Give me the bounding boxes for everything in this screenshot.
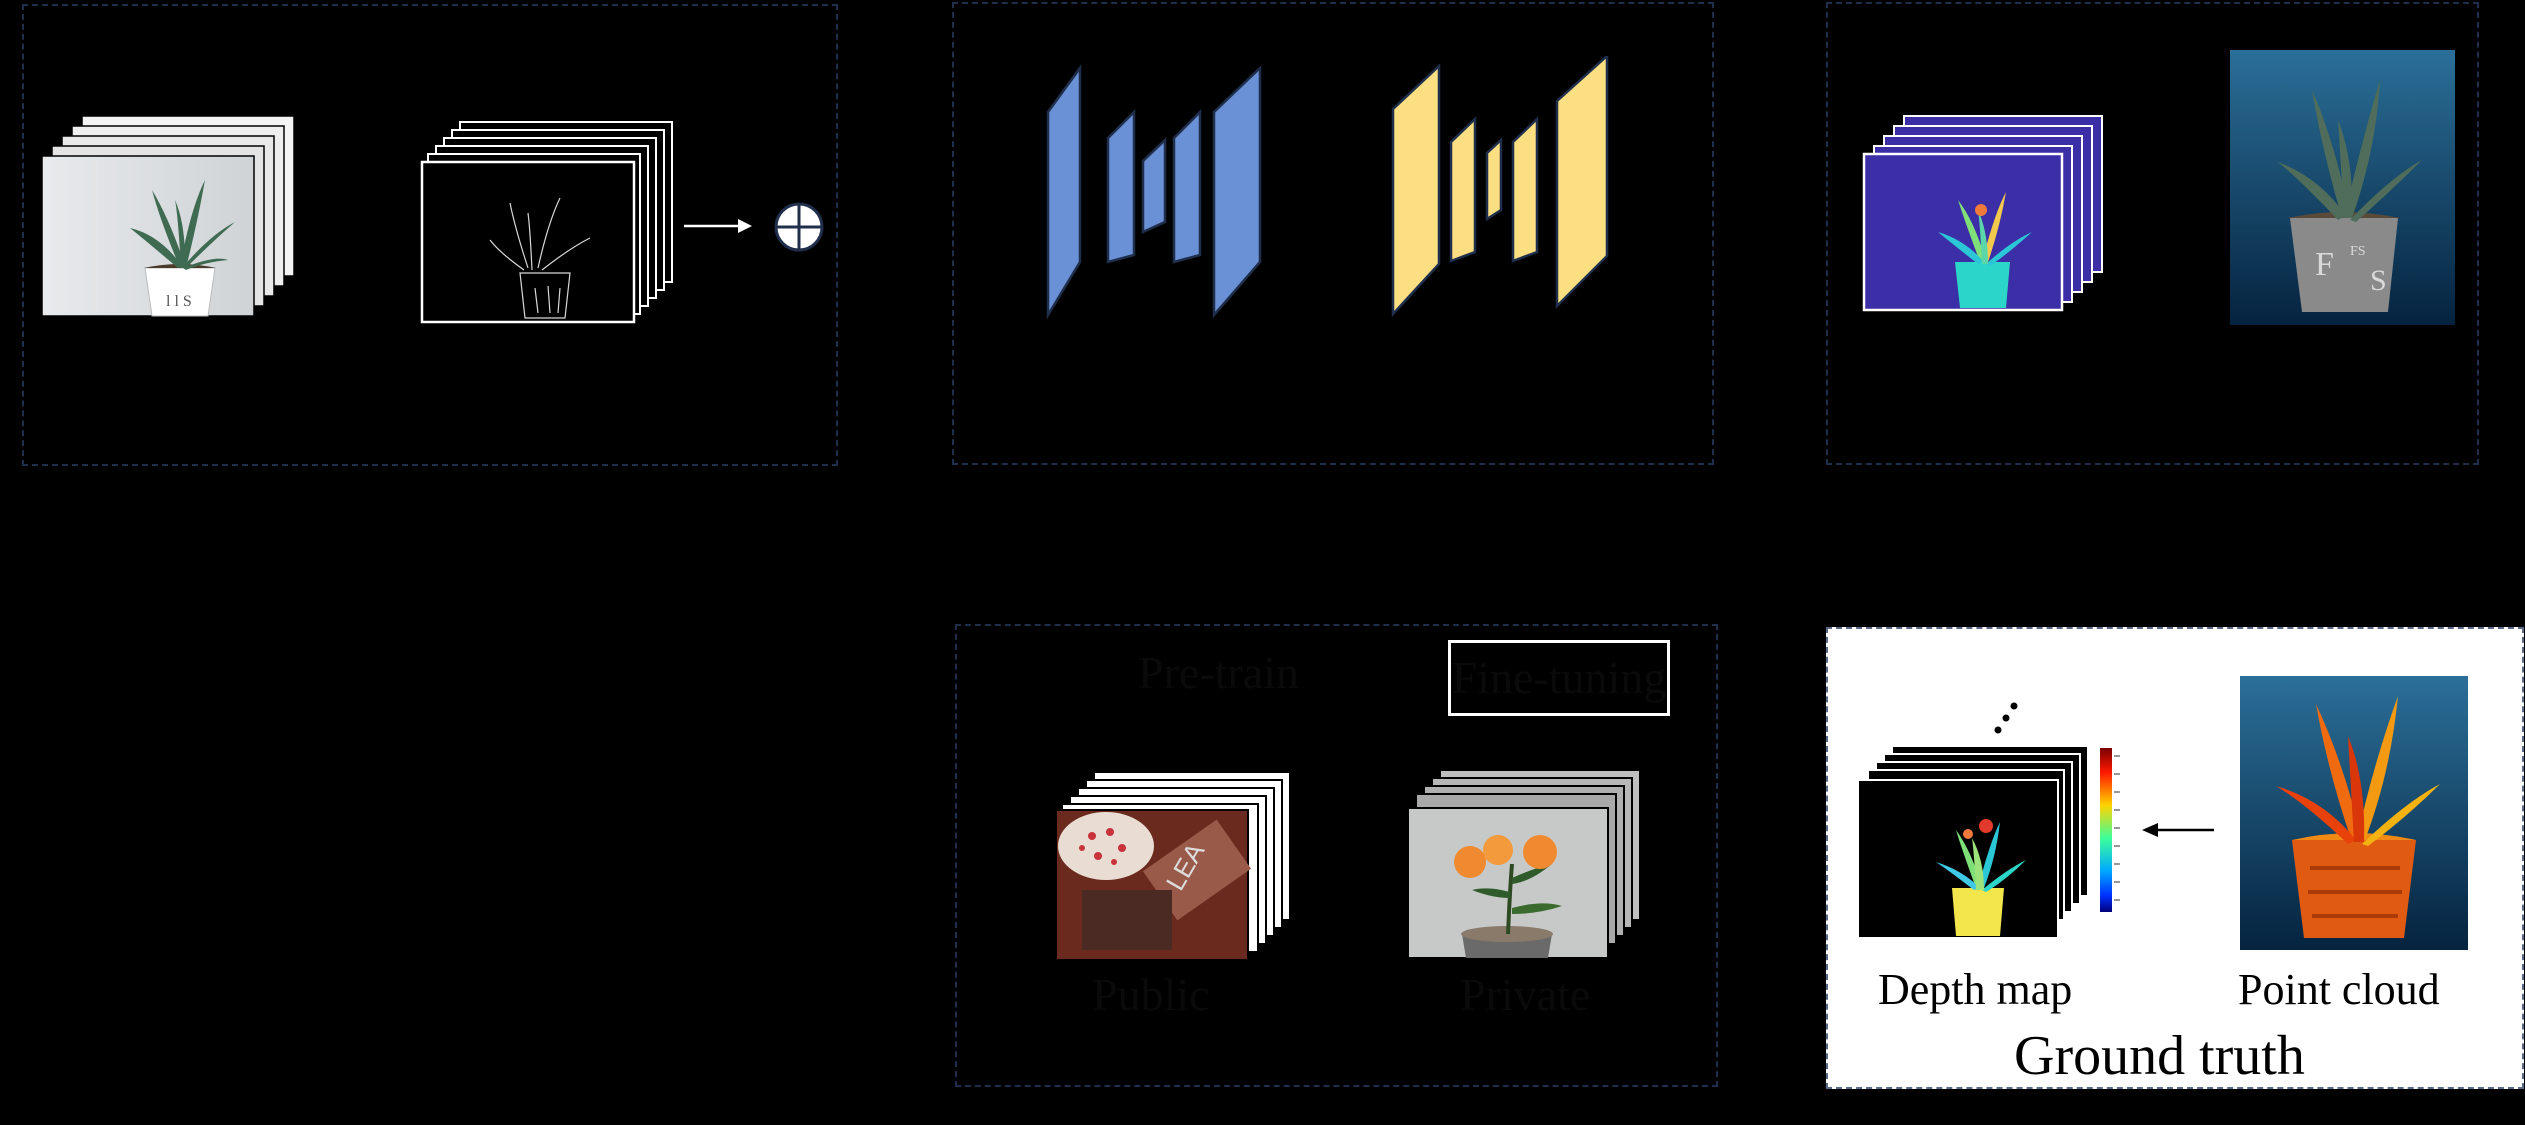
ellipsis-icon — [1994, 702, 2018, 734]
predicted-point-cloud: F FS S — [2230, 50, 2455, 325]
network-panel — [952, 2, 1714, 465]
ground-truth-point-cloud — [2240, 676, 2468, 950]
depth-colorbar — [2100, 748, 2120, 912]
predicted-depth-stack — [1862, 115, 2103, 312]
svg-text:F: F — [2315, 246, 2334, 283]
arrow-left-icon — [2142, 823, 2214, 837]
point-cloud-label: Point cloud — [2238, 965, 2440, 1014]
training-panel — [955, 624, 1718, 1087]
public-label: Public — [1092, 969, 1210, 1020]
prediction-panel — [1826, 2, 2479, 465]
input-panel — [22, 4, 838, 466]
rgb-image-stack: l l S — [41, 115, 295, 317]
ground-truth-title: Ground truth — [2014, 1025, 2305, 1087]
pretrain-label: Pre-train — [1138, 647, 1299, 698]
decoder-network — [1391, 56, 1609, 318]
edge-image-stack — [420, 121, 673, 324]
svg-text:FS: FS — [2350, 244, 2366, 259]
encoder-network — [1046, 64, 1262, 320]
svg-text:S: S — [2370, 264, 2387, 297]
arrow-right-icon — [684, 219, 752, 233]
finetune-label: Fine-tuning — [1448, 640, 1670, 716]
plus-circle-icon — [774, 202, 824, 252]
private-label: Private — [1460, 969, 1591, 1020]
depth-map-label: Depth map — [1878, 965, 2073, 1014]
private-image-stack — [1407, 769, 1641, 959]
depth-map-stack — [1857, 745, 2089, 939]
public-image-stack: LEA — [1055, 771, 1291, 961]
svg-text:l l S: l l S — [166, 293, 192, 310]
